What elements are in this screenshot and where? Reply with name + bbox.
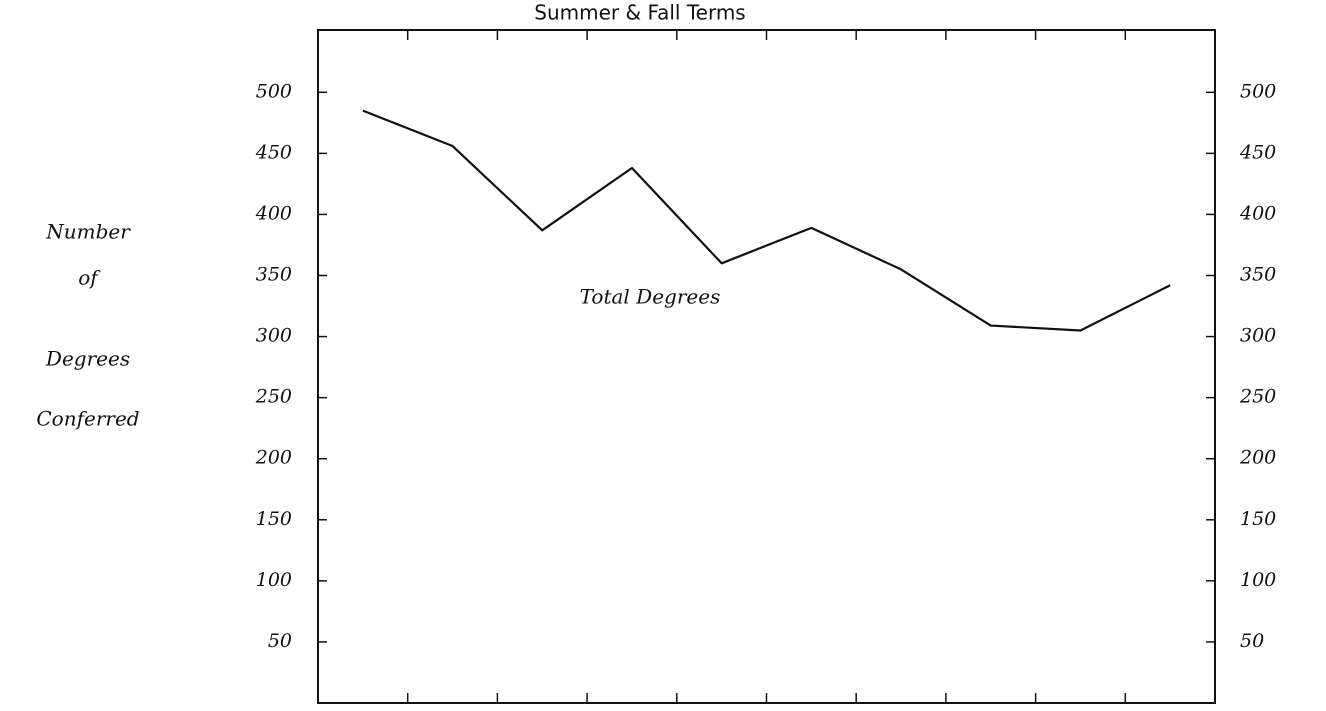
annotation: Total Degrees [580, 285, 721, 309]
y-tick-label: 50 [268, 630, 292, 652]
y2-tick-label: 250 [1239, 386, 1276, 408]
y2-tick-label: 350 [1240, 264, 1276, 286]
data-line [362, 109, 1171, 332]
y-axis-label: Conferred [36, 407, 139, 431]
y-tick-label: 400 [255, 202, 292, 224]
y2-tick-label: 150 [1240, 508, 1276, 530]
y-tick-label: 350 [256, 264, 292, 286]
y-tick-label: 200 [255, 447, 292, 469]
y-tick-label: 500 [256, 80, 292, 102]
y2-tick-label: 300 [1240, 325, 1276, 347]
y-tick-label: 150 [256, 508, 292, 530]
y-tick-label: 250 [255, 386, 292, 408]
plot-frame [317, 29, 1216, 704]
y-tick-label: 100 [256, 569, 292, 591]
y2-tick-label: 100 [1240, 569, 1276, 591]
y-axis-label: Degrees [45, 347, 130, 371]
y2-tick-label: 50 [1240, 630, 1264, 652]
chart-title: Summer & Fall Terms [534, 1, 745, 25]
y2-tick-label: 200 [1239, 447, 1276, 469]
y2-tick-label: 500 [1240, 80, 1276, 102]
y-axis-label: of [78, 266, 101, 290]
y-axis-label: Number [45, 220, 131, 244]
y-tick-label: 300 [256, 325, 292, 347]
y2-tick-label: 400 [1239, 202, 1276, 224]
y2-tick-label: 450 [1239, 141, 1276, 163]
y-tick-label: 450 [255, 141, 292, 163]
